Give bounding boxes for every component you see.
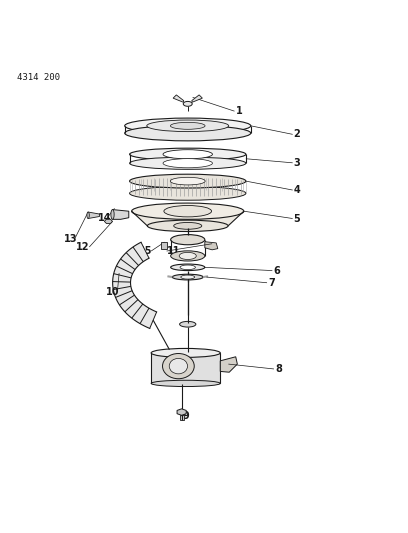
- Ellipse shape: [151, 380, 220, 386]
- Polygon shape: [161, 242, 166, 249]
- Polygon shape: [113, 242, 157, 328]
- Ellipse shape: [162, 353, 194, 379]
- Polygon shape: [88, 212, 100, 219]
- Ellipse shape: [171, 264, 205, 271]
- Polygon shape: [113, 209, 129, 220]
- Ellipse shape: [183, 101, 192, 106]
- Text: 4314 200: 4314 200: [17, 74, 60, 83]
- Ellipse shape: [147, 120, 229, 132]
- Ellipse shape: [125, 118, 251, 134]
- Ellipse shape: [172, 274, 203, 280]
- Text: 1: 1: [236, 106, 242, 116]
- Ellipse shape: [151, 349, 220, 358]
- Text: 9: 9: [182, 411, 189, 421]
- Ellipse shape: [130, 148, 246, 160]
- Bar: [151, 353, 220, 383]
- Ellipse shape: [130, 174, 246, 188]
- Polygon shape: [132, 211, 244, 226]
- Ellipse shape: [130, 187, 246, 200]
- Ellipse shape: [171, 123, 205, 130]
- Ellipse shape: [132, 203, 244, 220]
- Polygon shape: [177, 409, 186, 415]
- Ellipse shape: [180, 321, 196, 327]
- Text: 11: 11: [167, 246, 181, 256]
- Ellipse shape: [125, 125, 251, 141]
- Ellipse shape: [171, 235, 205, 245]
- Text: 8: 8: [275, 364, 282, 374]
- Text: 7: 7: [268, 278, 275, 288]
- Text: 4: 4: [293, 185, 300, 195]
- Text: 10: 10: [106, 287, 119, 297]
- Text: 3: 3: [293, 158, 300, 168]
- Polygon shape: [220, 357, 237, 372]
- Text: 12: 12: [76, 242, 89, 252]
- Ellipse shape: [170, 177, 205, 185]
- Ellipse shape: [180, 265, 195, 270]
- Text: 13: 13: [64, 234, 77, 244]
- Ellipse shape: [87, 212, 89, 219]
- Text: 14: 14: [98, 213, 112, 223]
- Polygon shape: [192, 95, 202, 102]
- Ellipse shape: [111, 209, 114, 220]
- Polygon shape: [173, 95, 184, 102]
- Ellipse shape: [164, 206, 212, 217]
- Text: 2: 2: [293, 130, 300, 139]
- Polygon shape: [205, 241, 218, 250]
- Ellipse shape: [163, 159, 213, 168]
- Text: 6: 6: [273, 265, 280, 276]
- Ellipse shape: [171, 251, 205, 261]
- Ellipse shape: [169, 358, 188, 374]
- Ellipse shape: [181, 275, 195, 279]
- Polygon shape: [104, 219, 113, 223]
- Ellipse shape: [163, 150, 213, 159]
- Bar: [180, 415, 184, 420]
- Ellipse shape: [174, 222, 202, 229]
- Text: 15: 15: [139, 246, 153, 256]
- Ellipse shape: [130, 157, 246, 169]
- Ellipse shape: [147, 220, 228, 231]
- Ellipse shape: [179, 252, 196, 260]
- Text: 5: 5: [293, 214, 300, 223]
